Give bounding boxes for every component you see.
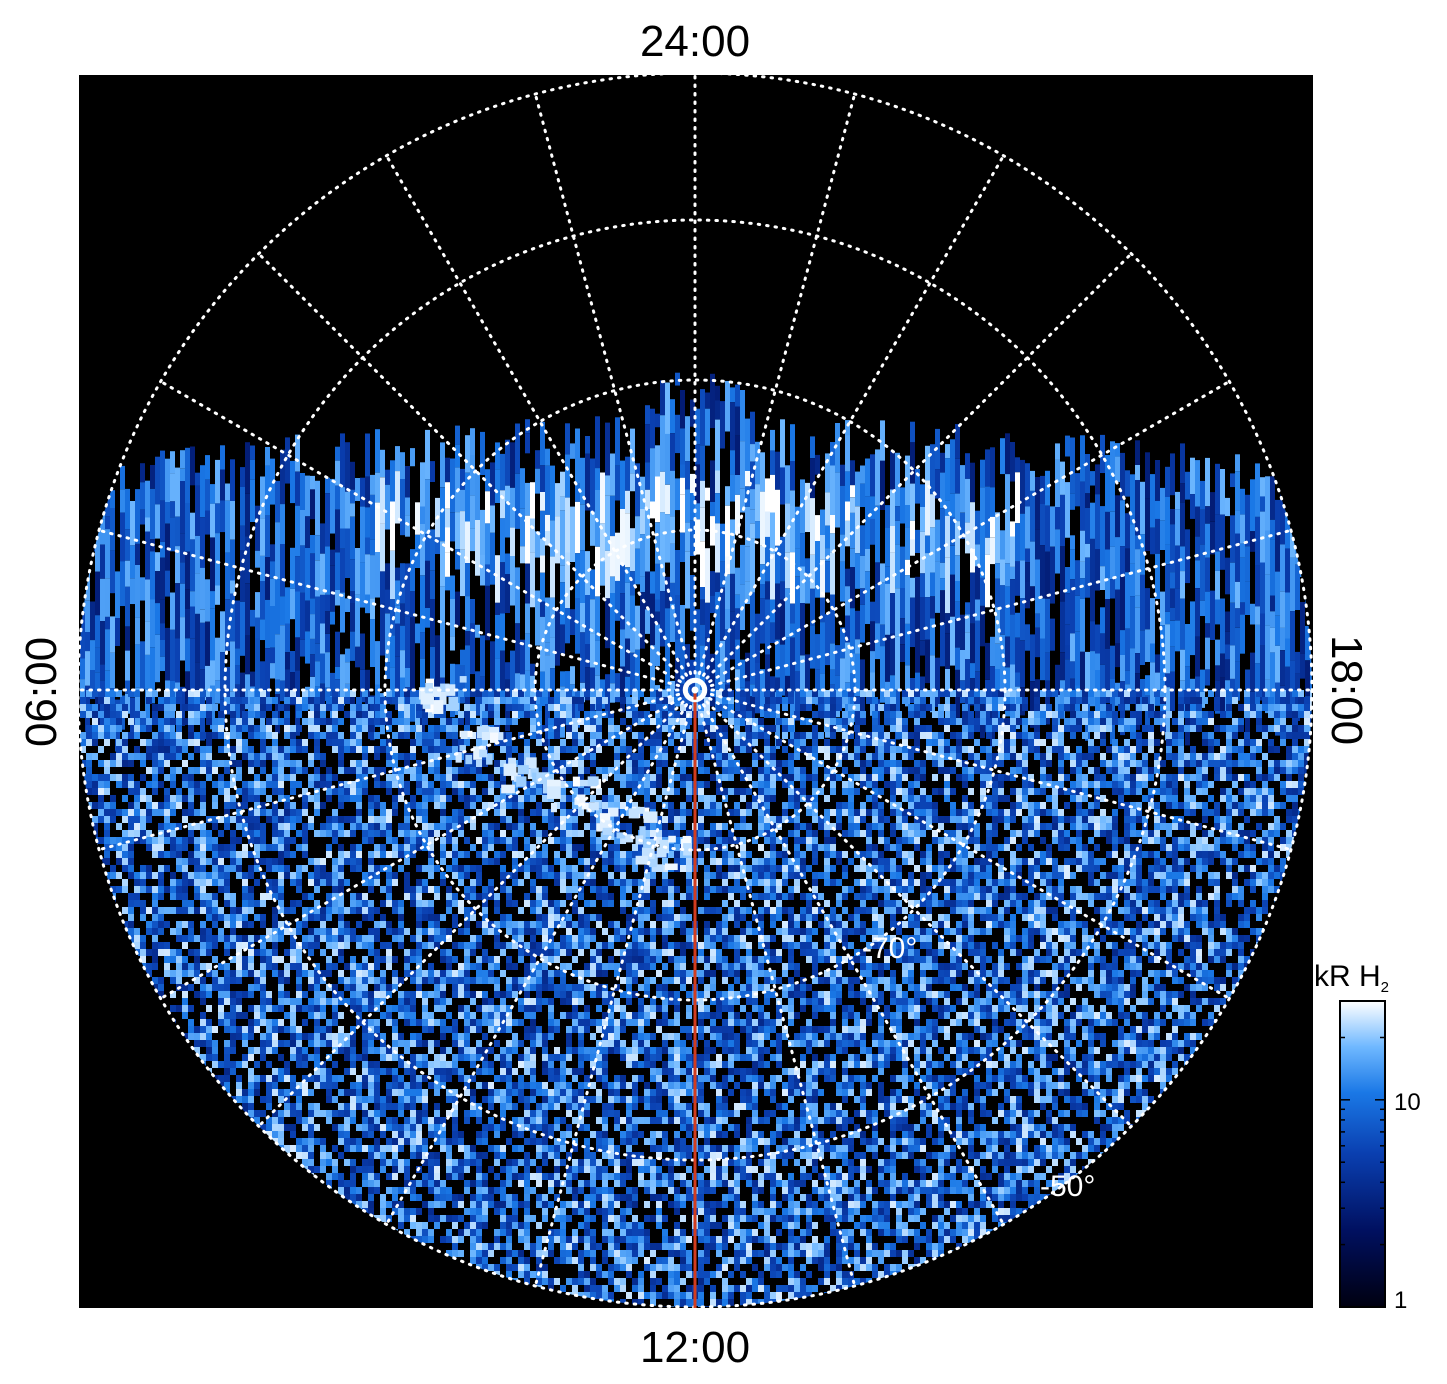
local-time-meridian [385, 688, 697, 1226]
local-time-label-left: 06:00 [17, 637, 66, 747]
colorbar-tick-label-10: 10 [1394, 1089, 1421, 1116]
local-time-meridian [257, 252, 697, 692]
local-time-meridian [533, 92, 697, 692]
local-time-meridian [159, 688, 697, 1000]
local-time-meridian [693, 528, 1293, 692]
local-time-meridian [693, 380, 1231, 692]
lat-label-minus-50: -50° [1040, 1170, 1095, 1203]
local-time-meridian [693, 154, 1005, 692]
local-time-meridian [533, 688, 697, 1288]
local-time-label-top: 24:00 [640, 17, 750, 66]
local-time-label-right: 18:00 [1322, 635, 1371, 745]
local-time-meridian [693, 688, 1133, 1128]
local-time-meridian [257, 688, 697, 1128]
colorbar-tick-label-1: 1 [1394, 1287, 1407, 1314]
local-time-meridian [97, 688, 697, 852]
local-time-meridian [693, 688, 1231, 1000]
colorbar-unit-label: kR H2 [1314, 960, 1389, 996]
colorbar-unit-subscript: 2 [1381, 979, 1389, 996]
colorbar: kR H2 10 1 [1314, 960, 1421, 1314]
local-time-meridian [693, 92, 857, 692]
local-time-meridian [693, 688, 857, 1288]
local-time-meridian [97, 528, 697, 692]
colorbar-gradient [1339, 1000, 1386, 1308]
auroral-emission-field [80, 372, 1312, 1307]
colorbar-ticks [1340, 1000, 1385, 1246]
local-time-meridian [693, 688, 1005, 1226]
pole-marker [682, 677, 708, 703]
local-time-meridian [693, 252, 1133, 692]
lat-label-minus-70: -70° [862, 932, 917, 965]
local-time-label-bottom: 12:00 [640, 1323, 750, 1372]
local-time-meridian [159, 380, 697, 692]
local-time-meridian [385, 154, 697, 692]
local-time-meridian [693, 688, 1293, 852]
